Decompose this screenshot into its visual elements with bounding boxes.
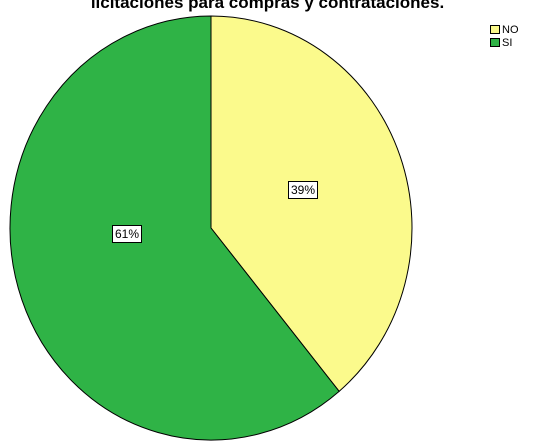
legend-label-no: NO [502, 23, 519, 36]
legend-label-si: SI [502, 36, 513, 49]
pie-slices [9, 15, 413, 441]
legend-item-si: SI [490, 36, 519, 49]
slice-label-no: 39% [288, 181, 319, 199]
legend-item-no: NO [490, 23, 519, 36]
legend-swatch-si [490, 38, 500, 47]
pie-slice-si [9, 15, 340, 441]
legend-swatch-no [490, 25, 500, 34]
pie-slice-no [210, 15, 413, 393]
slice-label-si: 61% [112, 225, 143, 243]
chart-title: licitaciones para compras y contratacion… [90, 0, 445, 12]
legend: NO SI [490, 23, 519, 49]
